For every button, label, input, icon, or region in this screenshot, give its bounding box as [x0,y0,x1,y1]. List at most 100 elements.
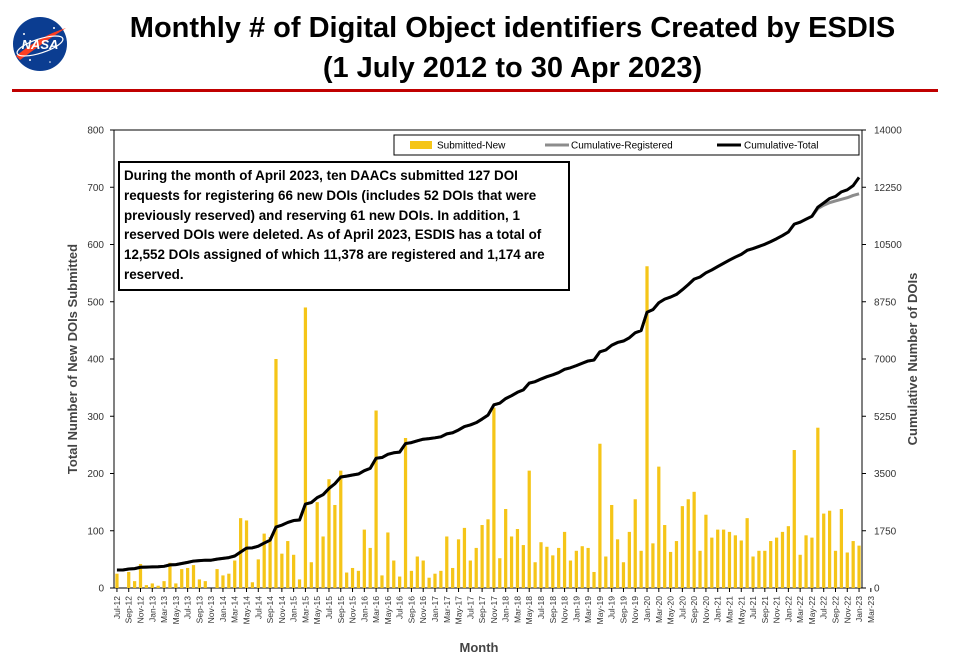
bar [816,427,820,588]
x-tick-label: May-21 [736,596,746,625]
x-tick-label: Sep-22 [830,596,840,624]
x-tick-label: Jan-13 [147,596,157,622]
x-tick-label: May-16 [383,596,393,625]
bar [221,575,225,588]
bar [739,540,743,588]
bar [415,556,419,588]
bar [833,550,838,588]
x-tick-label: Nov-18 [560,596,570,624]
bar [144,585,149,588]
bar [274,359,278,588]
x-tick-label: Sep-18 [548,596,558,624]
x-tick-label: Jan-16 [359,596,369,622]
bar [592,571,596,588]
bar [716,529,720,588]
bar [268,537,272,588]
bar [409,570,414,588]
x-tick-label: Jan-23 [854,596,864,622]
bar [392,560,396,588]
legend-box [393,134,860,156]
bar [645,266,649,588]
bar [174,583,178,588]
bar [356,570,361,588]
bar [333,504,337,588]
x-tick-label: Nov-16 [418,596,428,624]
bar [227,573,231,588]
bar [757,550,761,588]
x-tick-label: Jul-12 [112,596,122,619]
series-line-cumulative-total [116,176,861,572]
bar [303,307,308,588]
title-line-2: (1 July 2012 to 30 Apr 2023) [322,52,703,84]
title-underline [12,89,938,92]
x-tick-label: Mar-16 [371,596,381,623]
bar [345,572,349,588]
y-left-tick-label: 200 [87,469,104,480]
x-tick-label: Nov-12 [136,596,146,624]
summary-note: During the month of April 2023, ten DAAC… [118,161,570,291]
bar [368,547,372,588]
x-tick-label: Nov-19 [630,596,640,624]
x-tick-label: Sep-14 [265,596,275,624]
bar [315,502,319,589]
bar [845,552,849,588]
x-tick-label: Sep-19 [618,596,628,624]
x-tick-label: Jul-14 [253,596,263,619]
bar [827,510,832,588]
bar [822,513,826,588]
x-tick-label: Mar-23 [866,596,876,623]
bar [191,565,196,588]
nasa-logo: NASA [13,17,67,71]
bar [168,562,172,588]
bar [521,545,525,588]
x-tick-label: May-20 [666,596,676,625]
y-right-tick-label: 10500 [874,240,902,251]
bar [250,582,255,588]
y-right-tick-label: 5250 [874,412,897,423]
y-right-tick-label: 1750 [874,526,897,537]
x-tick-label: May-13 [171,596,181,625]
bar [362,529,366,588]
x-tick-label: Jan-17 [430,596,440,622]
bar [138,563,143,588]
x-tick-label: Jan-14 [218,596,228,622]
bar [498,558,502,588]
bar [698,550,702,588]
page-title: Monthly # of Digital Object identifiers … [80,8,945,88]
bar [509,536,514,588]
x-tick-label: May-15 [312,596,322,625]
bar [197,579,202,588]
x-tick-label: May-14 [242,596,252,625]
bar [704,514,708,588]
bar [545,546,549,588]
x-tick-label: Jul-22 [819,596,829,619]
bar [763,550,767,588]
bar [504,509,508,588]
bar [374,410,378,588]
bar [727,531,732,588]
x-tick-label: Jul-18 [536,596,546,619]
bar [839,509,844,588]
x-tick-label: May-19 [595,596,605,625]
x-tick-label: Nov-17 [489,596,499,624]
y-right-tick-label: 0 [874,584,880,595]
bar [798,554,802,588]
bar [132,581,137,588]
x-tick-label: Mar-15 [300,596,310,623]
legend-label: Cumulative-Total [744,141,818,152]
x-tick-label: May-17 [454,596,464,625]
y-right-tick-label: 7000 [874,355,897,366]
bar [786,526,790,588]
x-tick-label: Nov-21 [772,596,782,624]
x-tick-label: Jan-15 [289,596,299,622]
bar [539,542,543,588]
x-tick-label: Sep-20 [689,596,699,624]
x-tick-label: Jan-20 [642,596,652,622]
x-tick-label: Sep-15 [336,596,346,624]
bar [309,562,313,588]
x-tick-label: Jan-19 [571,596,581,622]
bar [292,554,296,588]
x-tick-label: Mar-22 [795,596,805,623]
bar [627,531,631,588]
y-right-tick-label: 3500 [874,469,897,480]
